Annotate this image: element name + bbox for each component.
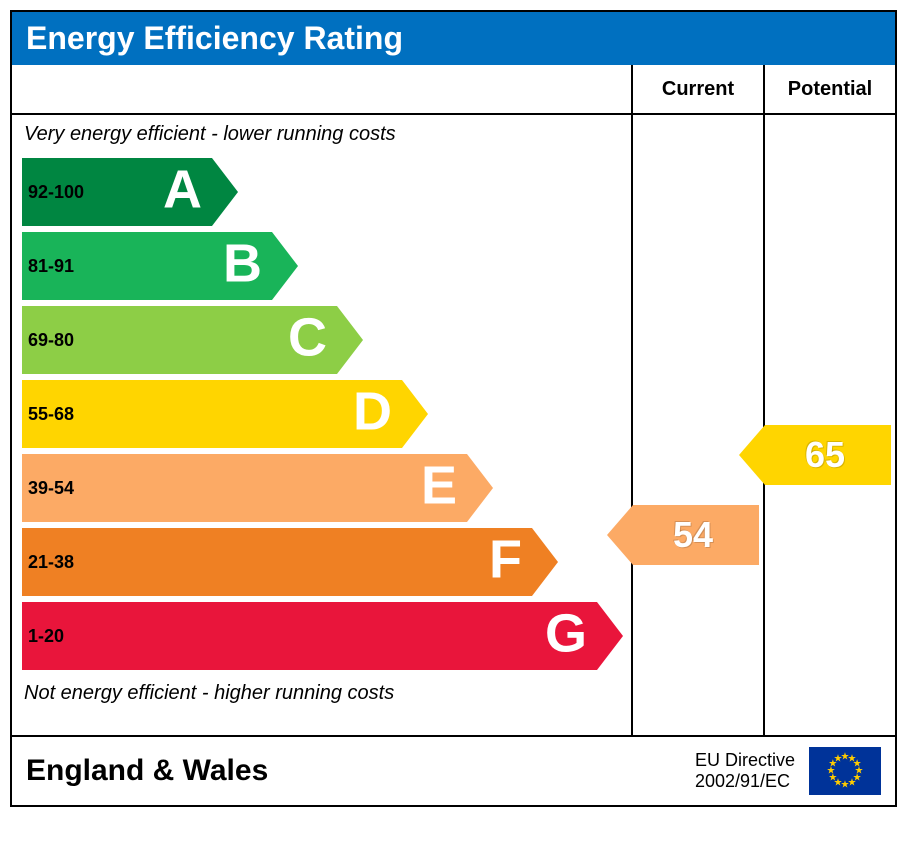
rating-pointer-current: 54 [607, 505, 759, 565]
band-range: 21-38 [28, 552, 74, 573]
rating-pointer-potential: 65 [739, 425, 891, 485]
band-bar: G [22, 602, 597, 670]
band-d: D 55-68 [22, 380, 631, 448]
star-icon: ★ [834, 753, 843, 764]
pointer-value: 54 [633, 505, 759, 565]
band-bar: E [22, 454, 467, 522]
header-potential: Potential [765, 65, 895, 113]
band-c: C 69-80 [22, 306, 631, 374]
chevron-right-icon [532, 528, 558, 596]
band-e: E 39-54 [22, 454, 631, 522]
band-f: F 21-38 [22, 528, 631, 596]
band-bar: D [22, 380, 402, 448]
band-letter: A [163, 159, 202, 221]
band-letter: G [545, 603, 587, 665]
caption-inefficient: Not energy efficient - higher running co… [12, 676, 631, 711]
eu-flag-icon: ★★★★★★★★★★★★ [809, 747, 881, 795]
band-bar: F [22, 528, 532, 596]
pointer-value: 65 [765, 425, 891, 485]
chevron-right-icon [212, 158, 238, 226]
eu-directive: EU Directive 2002/91/EC [695, 750, 795, 791]
band-letter: D [353, 381, 392, 443]
directive-line-1: EU Directive [695, 750, 795, 771]
band-range: 55-68 [28, 404, 74, 425]
chevron-right-icon [272, 232, 298, 300]
pointer-arrow-icon [739, 425, 765, 485]
band-range: 1-20 [28, 626, 64, 647]
band-b: B 81-91 [22, 232, 631, 300]
band-range: 81-91 [28, 256, 74, 277]
band-range: 39-54 [28, 478, 74, 499]
region-label: England & Wales [26, 754, 695, 788]
chevron-right-icon [467, 454, 493, 522]
band-a: A 92-100 [22, 158, 631, 226]
band-letter: B [223, 233, 262, 295]
band-range: 69-80 [28, 330, 74, 351]
directive-line-2: 2002/91/EC [695, 771, 795, 792]
caption-efficient: Very energy efficient - lower running co… [12, 121, 631, 152]
band-range: 92-100 [28, 182, 84, 203]
chevron-right-icon [402, 380, 428, 448]
title-bar: Energy Efficiency Rating [12, 12, 895, 65]
column-header-row: Current Potential [12, 65, 895, 115]
chevron-right-icon [337, 306, 363, 374]
chevron-right-icon [597, 602, 623, 670]
epc-certificate: Energy Efficiency Rating Current Potenti… [10, 10, 897, 807]
band-letter: E [421, 455, 457, 517]
header-spacer [12, 65, 633, 113]
band-letter: F [489, 529, 522, 591]
chart-body: Very energy efficient - lower running co… [12, 115, 895, 735]
footer: England & Wales EU Directive 2002/91/EC … [12, 735, 895, 805]
bands-area: Very energy efficient - lower running co… [12, 115, 633, 735]
potential-column: 65 [765, 115, 895, 735]
pointer-arrow-icon [607, 505, 633, 565]
band-letter: C [288, 307, 327, 369]
header-current: Current [633, 65, 765, 113]
band-g: G 1-20 [22, 602, 631, 670]
bands-holder: A 92-100 B 81-91 C 69-80 D 55-68 E 39-54 F 21-38 G 1-… [12, 158, 631, 670]
